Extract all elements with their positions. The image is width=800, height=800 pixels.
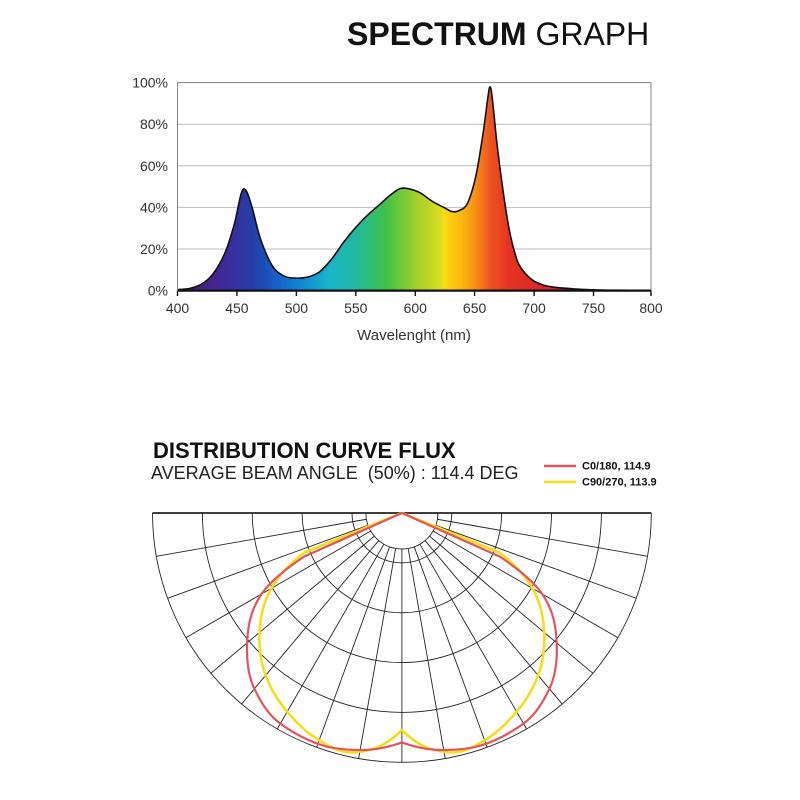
svg-text:0%: 0% — [148, 283, 168, 299]
svg-text:500: 500 — [285, 300, 309, 316]
svg-text:800: 800 — [639, 300, 663, 316]
svg-text:Wavelenght (nm): Wavelenght (nm) — [357, 327, 471, 344]
svg-text:100%: 100% — [132, 75, 168, 91]
svg-text:700: 700 — [522, 300, 546, 316]
svg-text:60%: 60% — [140, 158, 168, 174]
svg-text:C0/180, 114.9: C0/180, 114.9 — [582, 461, 651, 473]
svg-text:20%: 20% — [140, 241, 168, 257]
svg-text:600: 600 — [404, 300, 428, 316]
svg-text:400: 400 — [166, 300, 190, 316]
svg-text:40%: 40% — [140, 199, 168, 215]
svg-text:750: 750 — [582, 300, 606, 316]
svg-text:80%: 80% — [140, 116, 168, 132]
svg-text:C90/270, 113.9: C90/270, 113.9 — [582, 477, 657, 489]
svg-text:550: 550 — [344, 300, 368, 316]
svg-text:450: 450 — [225, 300, 249, 316]
svg-text:650: 650 — [463, 300, 487, 316]
